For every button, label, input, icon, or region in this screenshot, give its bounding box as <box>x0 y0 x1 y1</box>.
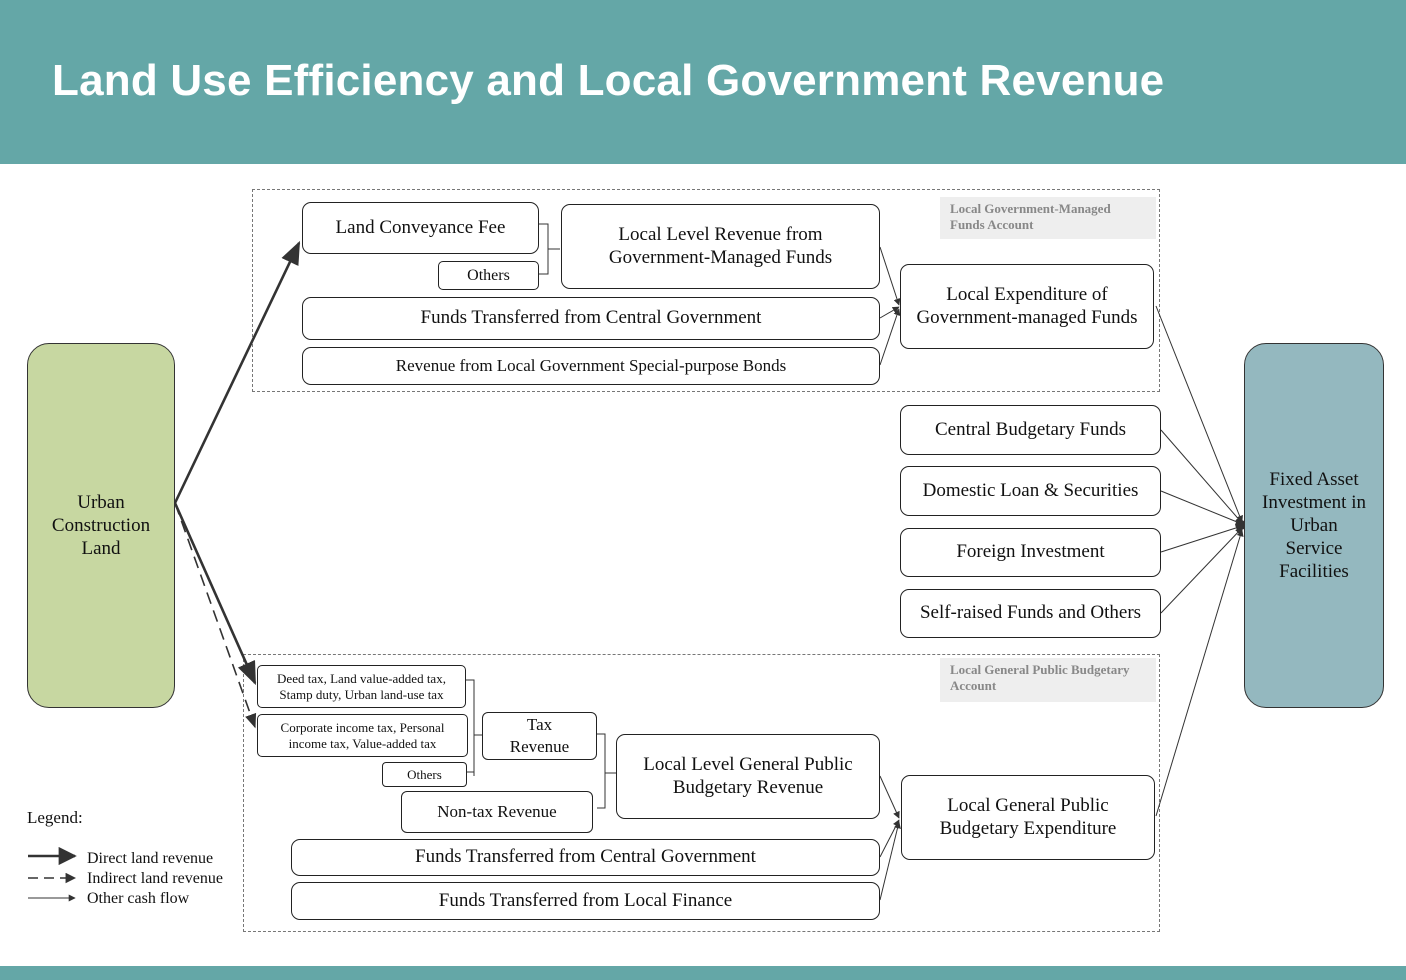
central-budgetary-funds-box: Central Budgetary Funds <box>900 405 1161 455</box>
local-finance-transfer-box: Funds Transferred from Local Finance <box>291 882 880 920</box>
local-general-revenue-box: Local Level General Public Budgetary Rev… <box>616 734 880 819</box>
gov-managed-expenditure-box: Local Expenditure of Government-managed … <box>900 264 1154 349</box>
public-budget-expenditure-label: Local General Public Budgetary Expenditu… <box>939 794 1117 839</box>
legend-direct-label: Direct land revenue <box>87 850 214 867</box>
corp-tax-box: Corporate income tax, Personal income ta… <box>257 714 468 757</box>
non-tax-revenue-label: Non-tax Revenue <box>437 801 557 821</box>
legend-title: Legend: <box>27 808 83 827</box>
non-tax-revenue-box: Non-tax Revenue <box>401 791 593 833</box>
local-revenue-gov-managed-label: Local Level Revenue from Government-Mana… <box>608 223 833 268</box>
header-banner: Land Use Efficiency and Local Government… <box>0 0 1406 164</box>
self-raised-funds-label: Self-raised Funds and Others <box>919 602 1142 624</box>
public-budget-expenditure-box: Local General Public Budgetary Expenditu… <box>901 775 1155 860</box>
fixed-asset-investment-label: Fixed Asset Investment in Urban Service … <box>1262 469 1366 582</box>
gov-managed-others-label: Others <box>467 266 510 284</box>
tax-others-label: Others <box>407 766 442 782</box>
corp-tax-label: Corporate income tax, Personal income ta… <box>280 719 445 751</box>
legend-other-label: Other cash flow <box>87 890 190 907</box>
domestic-loan-box: Domestic Loan & Securities <box>900 466 1161 516</box>
urban-construction-land-label: Urban Construction Land <box>51 492 151 559</box>
legend-indirect-label: Indirect land revenue <box>87 870 223 887</box>
lower-central-transfer-label: Funds Transferred from Central Governmen… <box>415 846 756 868</box>
public-budget-account-label: Local General Public Budgetary Account <box>940 658 1156 702</box>
domestic-loan-label: Domestic Loan & Securities <box>922 479 1139 501</box>
deed-tax-box: Deed tax, Land value-added tax, Stamp du… <box>257 665 466 708</box>
local-finance-transfer-label: Funds Transferred from Local Finance <box>438 889 733 911</box>
land-conveyance-fee-label: Land Conveyance Fee <box>335 216 506 238</box>
foreign-investment-box: Foreign Investment <box>900 528 1161 577</box>
footer-bar <box>0 966 1406 980</box>
central-budgetary-funds-label: Central Budgetary Funds <box>934 418 1127 440</box>
tax-others-box: Others <box>382 762 467 787</box>
fixed-asset-investment-node: Fixed Asset Investment in Urban Service … <box>1244 343 1384 708</box>
tax-revenue-label: Tax Revenue <box>509 715 570 756</box>
foreign-investment-label: Foreign Investment <box>956 541 1105 563</box>
local-general-revenue-label: Local Level General Public Budgetary Rev… <box>643 753 853 798</box>
gov-managed-others-box: Others <box>438 261 539 290</box>
land-conveyance-fee-box: Land Conveyance Fee <box>302 202 539 254</box>
upper-central-transfer-box: Funds Transferred from Central Governmen… <box>302 297 880 340</box>
special-bonds-label: Revenue from Local Government Special-pu… <box>395 355 787 375</box>
special-bonds-box: Revenue from Local Government Special-pu… <box>302 347 880 385</box>
deed-tax-label: Deed tax, Land value-added tax, Stamp du… <box>277 670 446 702</box>
lower-central-transfer-box: Funds Transferred from Central Governmen… <box>291 839 880 876</box>
tax-revenue-box: Tax Revenue <box>482 712 597 760</box>
self-raised-funds-box: Self-raised Funds and Others <box>900 589 1161 638</box>
upper-central-transfer-label: Funds Transferred from Central Governmen… <box>420 307 762 329</box>
gov-managed-expenditure-label: Local Expenditure of Government-managed … <box>916 283 1138 328</box>
page-title: Land Use Efficiency and Local Government… <box>52 56 1165 105</box>
local-revenue-gov-managed-box: Local Level Revenue from Government-Mana… <box>561 204 880 289</box>
gov-managed-account-label: Local Government-Managed Funds Account <box>940 197 1156 239</box>
urban-construction-land-node: Urban Construction Land <box>27 343 175 708</box>
